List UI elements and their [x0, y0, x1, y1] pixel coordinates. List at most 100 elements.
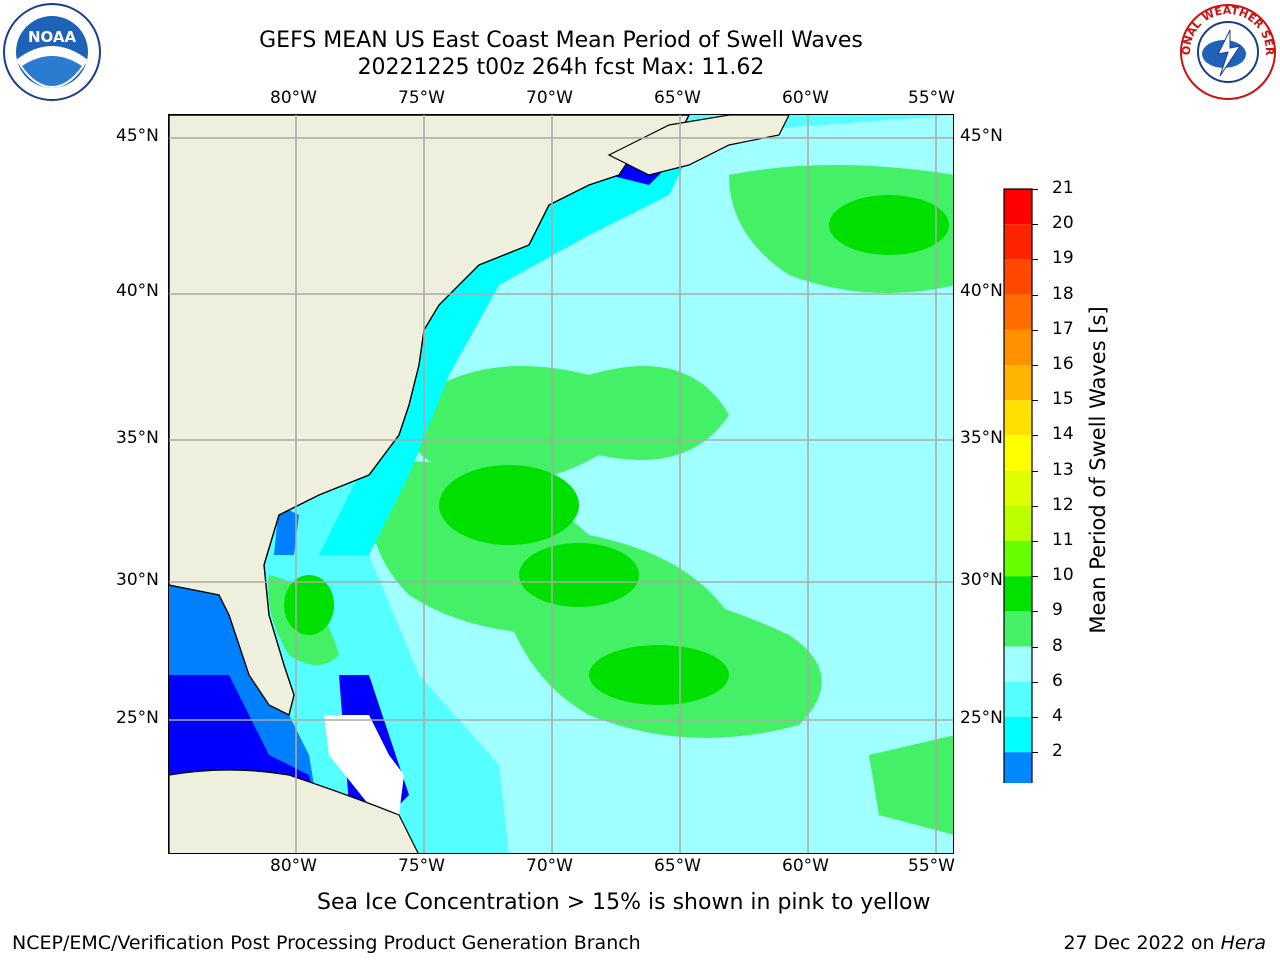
lon-label-bottom-70w: 70°W	[526, 856, 573, 876]
lon-label-top-75w: 75°W	[398, 88, 445, 108]
colorbar-tick-label: 12	[1052, 494, 1074, 515]
footer-right: 27 Dec 2022 on Hera	[1063, 932, 1266, 954]
green-region-southeast	[869, 735, 953, 835]
colorbar-swatches	[1003, 188, 1033, 819]
colorbar-label: Mean Period of Swell Waves [s]	[1086, 306, 1110, 634]
colorbar-tick-label: 2	[1052, 741, 1063, 762]
colorbar-tick-mark	[1032, 365, 1038, 366]
footer-date: 27 Dec 2022 on	[1063, 932, 1221, 954]
sea-ice-note: Sea Ice Concentration > 15% is shown in …	[317, 890, 931, 915]
graticule	[169, 115, 953, 853]
cyan-coastal-band	[319, 155, 689, 555]
colorbar-tick-label: 4	[1052, 706, 1063, 726]
lon-label-top-80w: 80°W	[270, 88, 317, 108]
colorbar-swatch	[1004, 681, 1032, 717]
colorbar-swatch	[1004, 435, 1032, 471]
lat-label-right-45n: 45°N	[960, 126, 1003, 146]
footer-left: NCEP/EMC/Verification Post Processing Pr…	[12, 932, 641, 954]
colorbar-tick-label: 16	[1052, 354, 1074, 374]
lat-label-left-35n: 35°N	[116, 428, 159, 448]
colorbar-swatch	[1004, 541, 1032, 577]
lon-label-bottom-60w: 60°W	[782, 856, 829, 876]
colorbar-tick-mark	[1032, 259, 1038, 261]
lon-label-top-60w: 60°W	[782, 88, 829, 108]
colorbar-swatch	[1004, 752, 1032, 788]
lat-label-left-25n: 25°N	[116, 708, 159, 728]
colorbar-swatch	[1004, 505, 1032, 541]
us-land	[169, 115, 690, 717]
colorbar-tick-label: 19	[1052, 248, 1074, 269]
lon-label-top-70w: 70°W	[526, 88, 573, 108]
green-core-3	[589, 645, 729, 705]
colorbar-tick-mark	[1032, 576, 1038, 578]
colorbar-swatch	[1004, 576, 1032, 612]
colorbar-tick-label: 18	[1052, 283, 1074, 304]
lon-label-bottom-75w: 75°W	[398, 856, 445, 876]
green-core-1	[439, 465, 579, 545]
colorbar-swatch	[1004, 400, 1032, 436]
colorbar-swatch	[1004, 365, 1032, 401]
colorbar-tick-label: 14	[1052, 424, 1074, 445]
colorbar-tick-label: 20	[1052, 213, 1074, 234]
lon-label-top-65w: 65°W	[654, 88, 701, 108]
lat-label-right-40n: 40°N	[960, 281, 1003, 301]
bahamas-no-data	[324, 715, 404, 815]
colorbar-swatch	[1004, 259, 1032, 295]
colorbar-tick-mark	[1032, 681, 1038, 683]
colorbar-swatch	[1004, 611, 1032, 647]
lat-label-right-25n: 25°N	[960, 708, 1003, 728]
colorbar-tick-label: 8	[1052, 635, 1063, 656]
colorbar-tick-mark	[1032, 541, 1038, 542]
lat-label-left-40n: 40°N	[116, 281, 159, 301]
lat-label-right-30n: 30°N	[960, 570, 1003, 590]
colorbar-tick-label: 17	[1052, 318, 1074, 339]
colorbar-tick-mark	[1032, 435, 1038, 437]
colorbar-tick-label: 10	[1052, 565, 1074, 586]
lat-label-left-45n: 45°N	[116, 126, 159, 146]
colorbar-tick-mark	[1032, 294, 1038, 296]
green-core-2	[519, 543, 639, 607]
colorbar	[1003, 188, 1043, 819]
colorbar-tick-label: 6	[1052, 670, 1063, 691]
colorbar-tick-label: 11	[1052, 530, 1074, 550]
plot-title: GEFS MEAN US East Coast Mean Period of S…	[259, 28, 863, 53]
lon-label-bottom-80w: 80°W	[270, 856, 317, 876]
nws-logo: NATIONAL WEATHER SERVICE	[1173, 0, 1278, 102]
colorbar-tick-mark	[1032, 752, 1038, 754]
lat-label-right-35n: 35°N	[960, 428, 1003, 448]
colorbar-tick-mark	[1032, 611, 1038, 613]
colorbar-tick-mark	[1032, 329, 1038, 331]
cuba-land	[169, 769, 419, 853]
colorbar-tick-mark	[1032, 646, 1038, 648]
lon-label-bottom-65w: 65°W	[654, 856, 701, 876]
colorbar-swatch	[1004, 646, 1032, 682]
colorbar-tick-label: 9	[1052, 600, 1063, 621]
lon-label-bottom-55w: 55°W	[908, 856, 955, 876]
swell-period-map	[169, 115, 953, 853]
colorbar-tick-mark	[1032, 224, 1038, 226]
footer-machine: Hera	[1220, 932, 1266, 954]
maritimes-land	[607, 115, 790, 176]
colorbar-tick-mark	[1032, 717, 1038, 718]
colorbar-tick-mark	[1032, 189, 1038, 190]
colorbar-tick-label: 21	[1052, 178, 1074, 198]
map-panel	[168, 114, 954, 854]
colorbar-swatch	[1004, 224, 1032, 260]
colorbar-swatch	[1004, 329, 1032, 365]
green-core-4	[829, 195, 949, 255]
colorbar-swatch	[1004, 189, 1032, 225]
green-region-north	[399, 366, 729, 482]
lon-label-top-55w: 55°W	[908, 88, 955, 108]
colorbar-swatch	[1004, 717, 1032, 753]
colorbar-tick-mark	[1032, 505, 1038, 507]
plot-subtitle: 20221225 t00z 264h fcst Max: 11.62	[357, 55, 765, 80]
noaa-logo: NOAA	[2, 2, 102, 102]
colorbar-tick-label: 15	[1052, 389, 1074, 410]
lat-label-left-30n: 30°N	[116, 570, 159, 590]
colorbar-swatch	[1004, 470, 1032, 506]
colorbar-tick-mark	[1032, 470, 1038, 472]
colorbar-tick-mark	[1032, 400, 1038, 402]
svg-text:NOAA: NOAA	[28, 28, 77, 46]
georgia-bight-blue	[274, 505, 299, 555]
colorbar-swatch	[1004, 294, 1032, 330]
